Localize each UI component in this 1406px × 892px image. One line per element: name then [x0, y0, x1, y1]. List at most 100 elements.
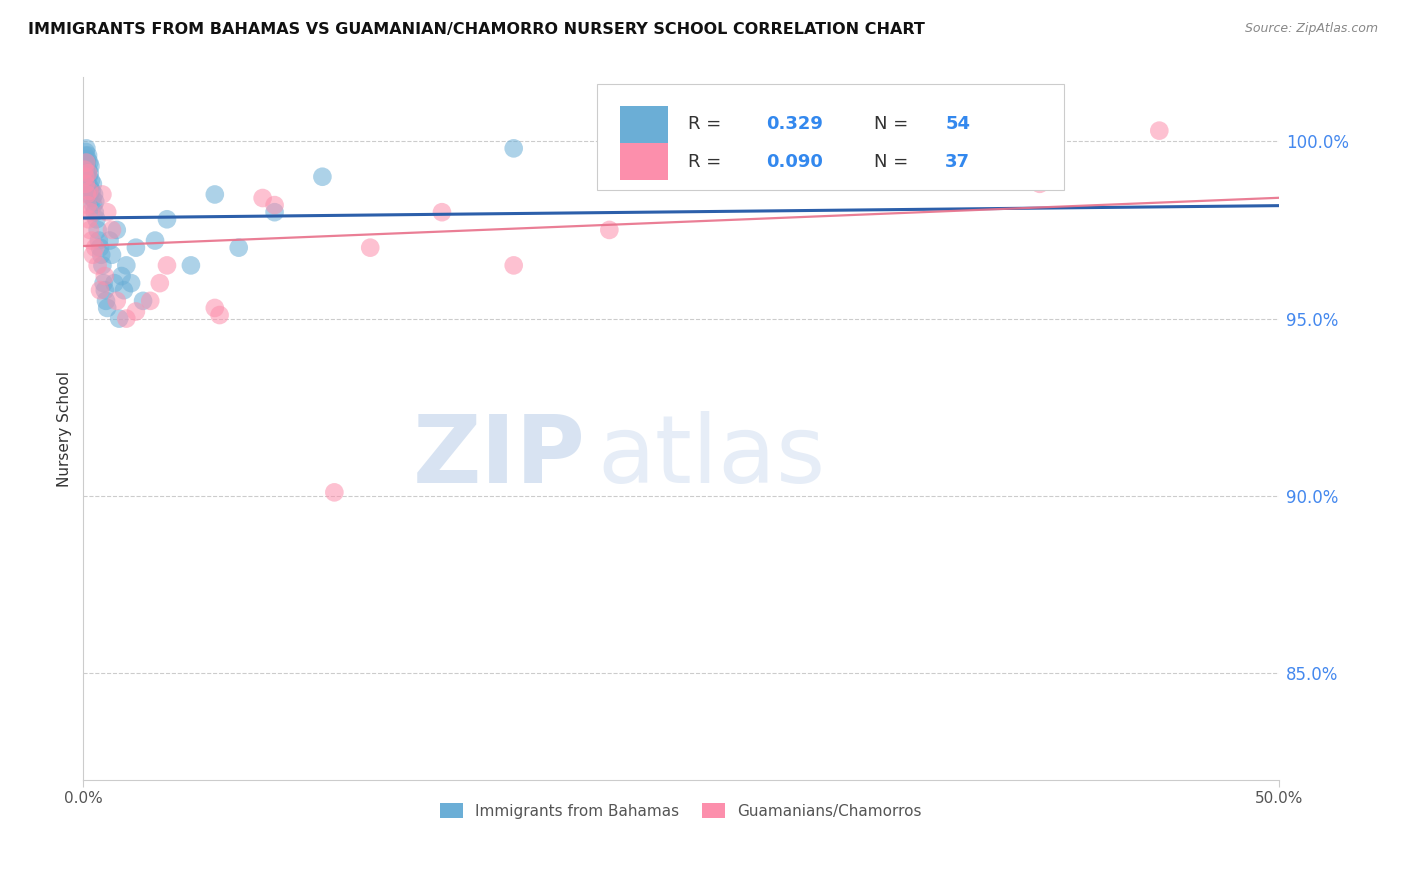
Point — [311, 169, 333, 184]
Point — [91, 187, 114, 202]
FancyBboxPatch shape — [598, 85, 1064, 190]
Point — [77, 162, 100, 177]
Point — [83, 205, 105, 219]
Point — [87, 234, 110, 248]
Point — [79, 180, 101, 194]
Point — [80, 234, 103, 248]
Point — [132, 293, 155, 308]
Point — [359, 241, 381, 255]
Point — [252, 191, 274, 205]
Point — [125, 304, 148, 318]
Point — [84, 194, 107, 209]
Point — [89, 241, 111, 255]
Point — [263, 205, 285, 219]
Point — [115, 259, 138, 273]
Point — [208, 308, 231, 322]
Point — [93, 276, 115, 290]
Point — [120, 276, 142, 290]
Point — [598, 223, 620, 237]
Text: atlas: atlas — [598, 410, 825, 502]
Point — [77, 148, 100, 162]
Point — [98, 234, 121, 248]
Point — [156, 259, 179, 273]
Point — [73, 162, 96, 177]
Point — [80, 184, 103, 198]
Point — [180, 259, 202, 273]
Point — [204, 301, 226, 315]
Point — [76, 177, 98, 191]
Point — [77, 212, 100, 227]
Point — [86, 223, 108, 237]
Text: R =: R = — [689, 153, 727, 170]
Point — [94, 283, 117, 297]
Point — [110, 268, 132, 283]
Point — [82, 191, 104, 205]
Point — [76, 155, 98, 169]
Point — [75, 145, 97, 159]
Point — [77, 187, 100, 202]
Point — [139, 293, 162, 308]
Point — [76, 152, 98, 166]
Point — [103, 276, 125, 290]
Point — [76, 187, 98, 202]
Point — [1149, 123, 1171, 137]
Point — [1029, 177, 1052, 191]
Point — [263, 198, 285, 212]
Text: 54: 54 — [945, 115, 970, 134]
Point — [76, 198, 98, 212]
Point — [502, 141, 524, 155]
Point — [77, 169, 100, 184]
Point — [94, 293, 117, 308]
Text: 37: 37 — [945, 153, 970, 170]
FancyBboxPatch shape — [620, 144, 668, 180]
Point — [83, 187, 105, 202]
Point — [86, 212, 108, 227]
Point — [108, 311, 131, 326]
Point — [149, 276, 172, 290]
Point — [77, 155, 100, 169]
Point — [79, 223, 101, 237]
Point — [101, 223, 124, 237]
Point — [82, 248, 104, 262]
Text: 0.090: 0.090 — [766, 153, 823, 170]
Point — [91, 259, 114, 273]
Text: 0.329: 0.329 — [766, 115, 823, 134]
Point — [76, 169, 98, 184]
Point — [156, 212, 179, 227]
Point — [323, 485, 346, 500]
Point — [89, 283, 111, 297]
Text: N =: N = — [873, 153, 914, 170]
Point — [115, 311, 138, 326]
Point — [101, 248, 124, 262]
Point — [143, 234, 166, 248]
Point — [75, 169, 97, 184]
Y-axis label: Nursery School: Nursery School — [58, 370, 72, 486]
Point — [79, 159, 101, 173]
Text: ZIP: ZIP — [412, 410, 585, 502]
Point — [79, 205, 101, 219]
Point — [73, 152, 96, 166]
Point — [79, 166, 101, 180]
Point — [75, 141, 97, 155]
Point — [84, 241, 107, 255]
Text: R =: R = — [689, 115, 727, 134]
Point — [86, 259, 108, 273]
Point — [204, 187, 226, 202]
Point — [75, 177, 97, 191]
Text: Source: ZipAtlas.com: Source: ZipAtlas.com — [1244, 22, 1378, 36]
Point — [96, 205, 118, 219]
Point — [502, 259, 524, 273]
Point — [77, 166, 100, 180]
Point — [75, 159, 97, 173]
Point — [77, 184, 100, 198]
Point — [105, 293, 128, 308]
FancyBboxPatch shape — [620, 106, 668, 143]
Point — [82, 198, 104, 212]
Text: IMMIGRANTS FROM BAHAMAS VS GUAMANIAN/CHAMORRO NURSERY SCHOOL CORRELATION CHART: IMMIGRANTS FROM BAHAMAS VS GUAMANIAN/CHA… — [28, 22, 925, 37]
Point — [105, 223, 128, 237]
Point — [75, 155, 97, 169]
Point — [94, 268, 117, 283]
Point — [228, 241, 250, 255]
Point — [80, 173, 103, 187]
Point — [430, 205, 453, 219]
